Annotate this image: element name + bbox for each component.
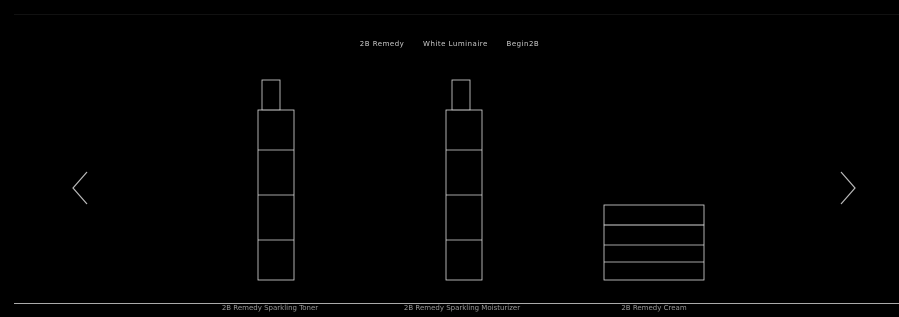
- product-name[interactable]: 2B Remedy Cream: [621, 304, 686, 312]
- tab-bar: 2B Remedy White Luminaire Begin2B: [0, 40, 899, 48]
- tab[interactable]: White Luminaire: [423, 40, 488, 48]
- product-name[interactable]: 2B Remedy Sparkling Toner: [222, 304, 318, 312]
- tab[interactable]: 2B Remedy: [360, 40, 405, 48]
- carousel-frame: [14, 14, 899, 317]
- tab[interactable]: Begin2B: [507, 40, 540, 48]
- page: 2B Remedy White Luminaire Begin2B 2B Rem…: [0, 0, 899, 316]
- next-arrow[interactable]: [838, 170, 858, 206]
- prev-arrow[interactable]: [70, 170, 90, 206]
- product-name[interactable]: 2B Remedy Sparkling Moisturizer: [404, 304, 520, 312]
